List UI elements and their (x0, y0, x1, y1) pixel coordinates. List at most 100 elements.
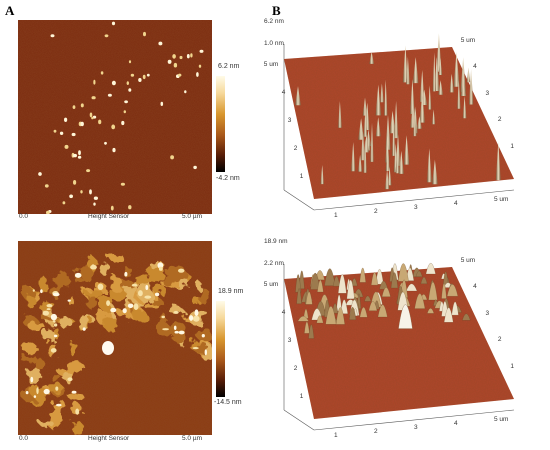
nanoparticle-dot (146, 73, 150, 77)
nanoparticle-spike (403, 135, 410, 165)
nanoparticle-dot (190, 53, 193, 58)
nanoparticle-spike (432, 159, 438, 185)
aggregate-blob (39, 276, 48, 291)
nanoparticle-spike (370, 122, 374, 162)
axis-tick-right: 4 (473, 283, 477, 291)
nanoparticle-dot (198, 64, 202, 68)
axis-tick-bottom: 4 (454, 420, 458, 427)
nanoparticle-dot (104, 141, 107, 145)
nanoparticle-dot (111, 80, 116, 86)
nanoparticle-dot (80, 103, 84, 108)
aggregate-highlight (178, 268, 185, 273)
nanoparticle-dot (111, 124, 116, 130)
nanoparticle-dot (193, 165, 197, 170)
aggregate-highlight (201, 334, 205, 338)
nanoparticle-spike (375, 117, 381, 137)
nanoparticle-dot (199, 49, 204, 53)
aggregate-blob (52, 407, 63, 423)
nanoparticle-spike (385, 114, 391, 150)
aggregate-peak (451, 301, 459, 316)
axis-tick-right: 1 (510, 142, 514, 150)
aggregate-blob (20, 355, 38, 362)
aggregate-highlight (33, 395, 37, 398)
nanoparticle-dot (46, 210, 50, 214)
nanoparticle-dot (59, 131, 64, 135)
axis-tick-right: 5 um (460, 36, 476, 44)
nanoparticle-dot (128, 205, 132, 210)
aggregate-highlight (154, 292, 160, 297)
aggregate-blob (66, 361, 85, 372)
nanoparticle-dot (111, 21, 116, 26)
aggregate-peak (420, 276, 428, 284)
aggregate-blob (195, 282, 204, 290)
axis-tick-right: 5 um (460, 256, 476, 264)
aggregate-highlight (90, 264, 97, 270)
aggregate-blob (39, 420, 54, 427)
aggregate-highlight (131, 283, 138, 287)
aggregate-blob (103, 315, 117, 331)
aggregate-highlight (46, 304, 53, 308)
nanoparticle-dot (196, 72, 199, 77)
aggregate-highlight (25, 391, 29, 395)
nanoparticle-spike (393, 100, 399, 139)
nanoparticle-dot (121, 120, 125, 126)
axis-tick-left: 5 um (263, 281, 279, 289)
nanoparticle-spike (466, 67, 471, 83)
aggregate-blob (170, 329, 188, 342)
axis-tick-bottom: 3 (414, 204, 418, 211)
color-scale-bar-top (216, 76, 225, 172)
nanoparticle-dot (89, 189, 92, 195)
aggregate-highlight (161, 315, 165, 319)
nanoparticle-dot (110, 205, 114, 211)
nanoparticle-spike (412, 57, 419, 84)
nanoparticle-dot (92, 115, 97, 119)
aggregate-highlight (173, 325, 177, 330)
nanoparticle-spike (410, 79, 415, 114)
axis-tick-left: 3 (287, 117, 292, 125)
nanoparticle-dot (160, 101, 164, 106)
aggregate-highlight (127, 303, 134, 309)
aggregate-blob (146, 267, 164, 282)
axis-tick-right: 1 (510, 362, 514, 370)
aggregate-blob (32, 289, 39, 300)
nanoparticle-dot (126, 81, 129, 85)
nanoparticle-spike (389, 110, 396, 134)
aggregate-peak (428, 281, 438, 301)
aggregate-highlight (52, 316, 56, 321)
nanoparticle-dot (158, 41, 163, 46)
aggregate-highlight (67, 299, 71, 302)
aggregate-highlight (189, 315, 194, 321)
aggregate-blob (59, 317, 73, 329)
aggregate-highlight (173, 310, 179, 314)
nanoparticle-spike (402, 45, 408, 83)
aggregate-blob (78, 266, 94, 280)
aggregate-peak (446, 284, 459, 297)
nanoparticle-spike (438, 80, 443, 95)
axis-tick-right: 2 (497, 116, 502, 124)
aggregate-highlights (25, 262, 207, 415)
aggregate-peak (303, 308, 309, 319)
aggregate-peak (324, 268, 336, 286)
aggregate-peak (427, 308, 435, 314)
aggregate-peak (406, 283, 418, 292)
aggregate-peak (359, 307, 368, 318)
aggregate-peak (397, 263, 409, 282)
aggregate-peak (308, 324, 315, 339)
aggregate-peak (338, 274, 347, 294)
axis-tick-bottom: 2 (374, 428, 378, 435)
nanoparticle-dot (93, 202, 96, 206)
nanoparticle-spike (375, 84, 382, 116)
aggregate-peak (381, 287, 391, 297)
nanoparticle-spike (369, 51, 374, 64)
nanoparticle-spike (363, 109, 368, 137)
aggregate-blob (163, 271, 174, 288)
z-tick-label-top: 1.0 nm (264, 40, 284, 47)
nanoparticle-dot (112, 147, 116, 153)
aggregate-blob (27, 321, 45, 331)
nanoparticle-spike (457, 80, 461, 109)
nanoparticle-spike (385, 146, 390, 171)
aggregate-blob (152, 258, 159, 272)
aggregate-blob (78, 317, 92, 331)
nanoparticle-dot (80, 121, 84, 127)
scale-min-label-bottom: -14.5 nm (214, 399, 242, 406)
